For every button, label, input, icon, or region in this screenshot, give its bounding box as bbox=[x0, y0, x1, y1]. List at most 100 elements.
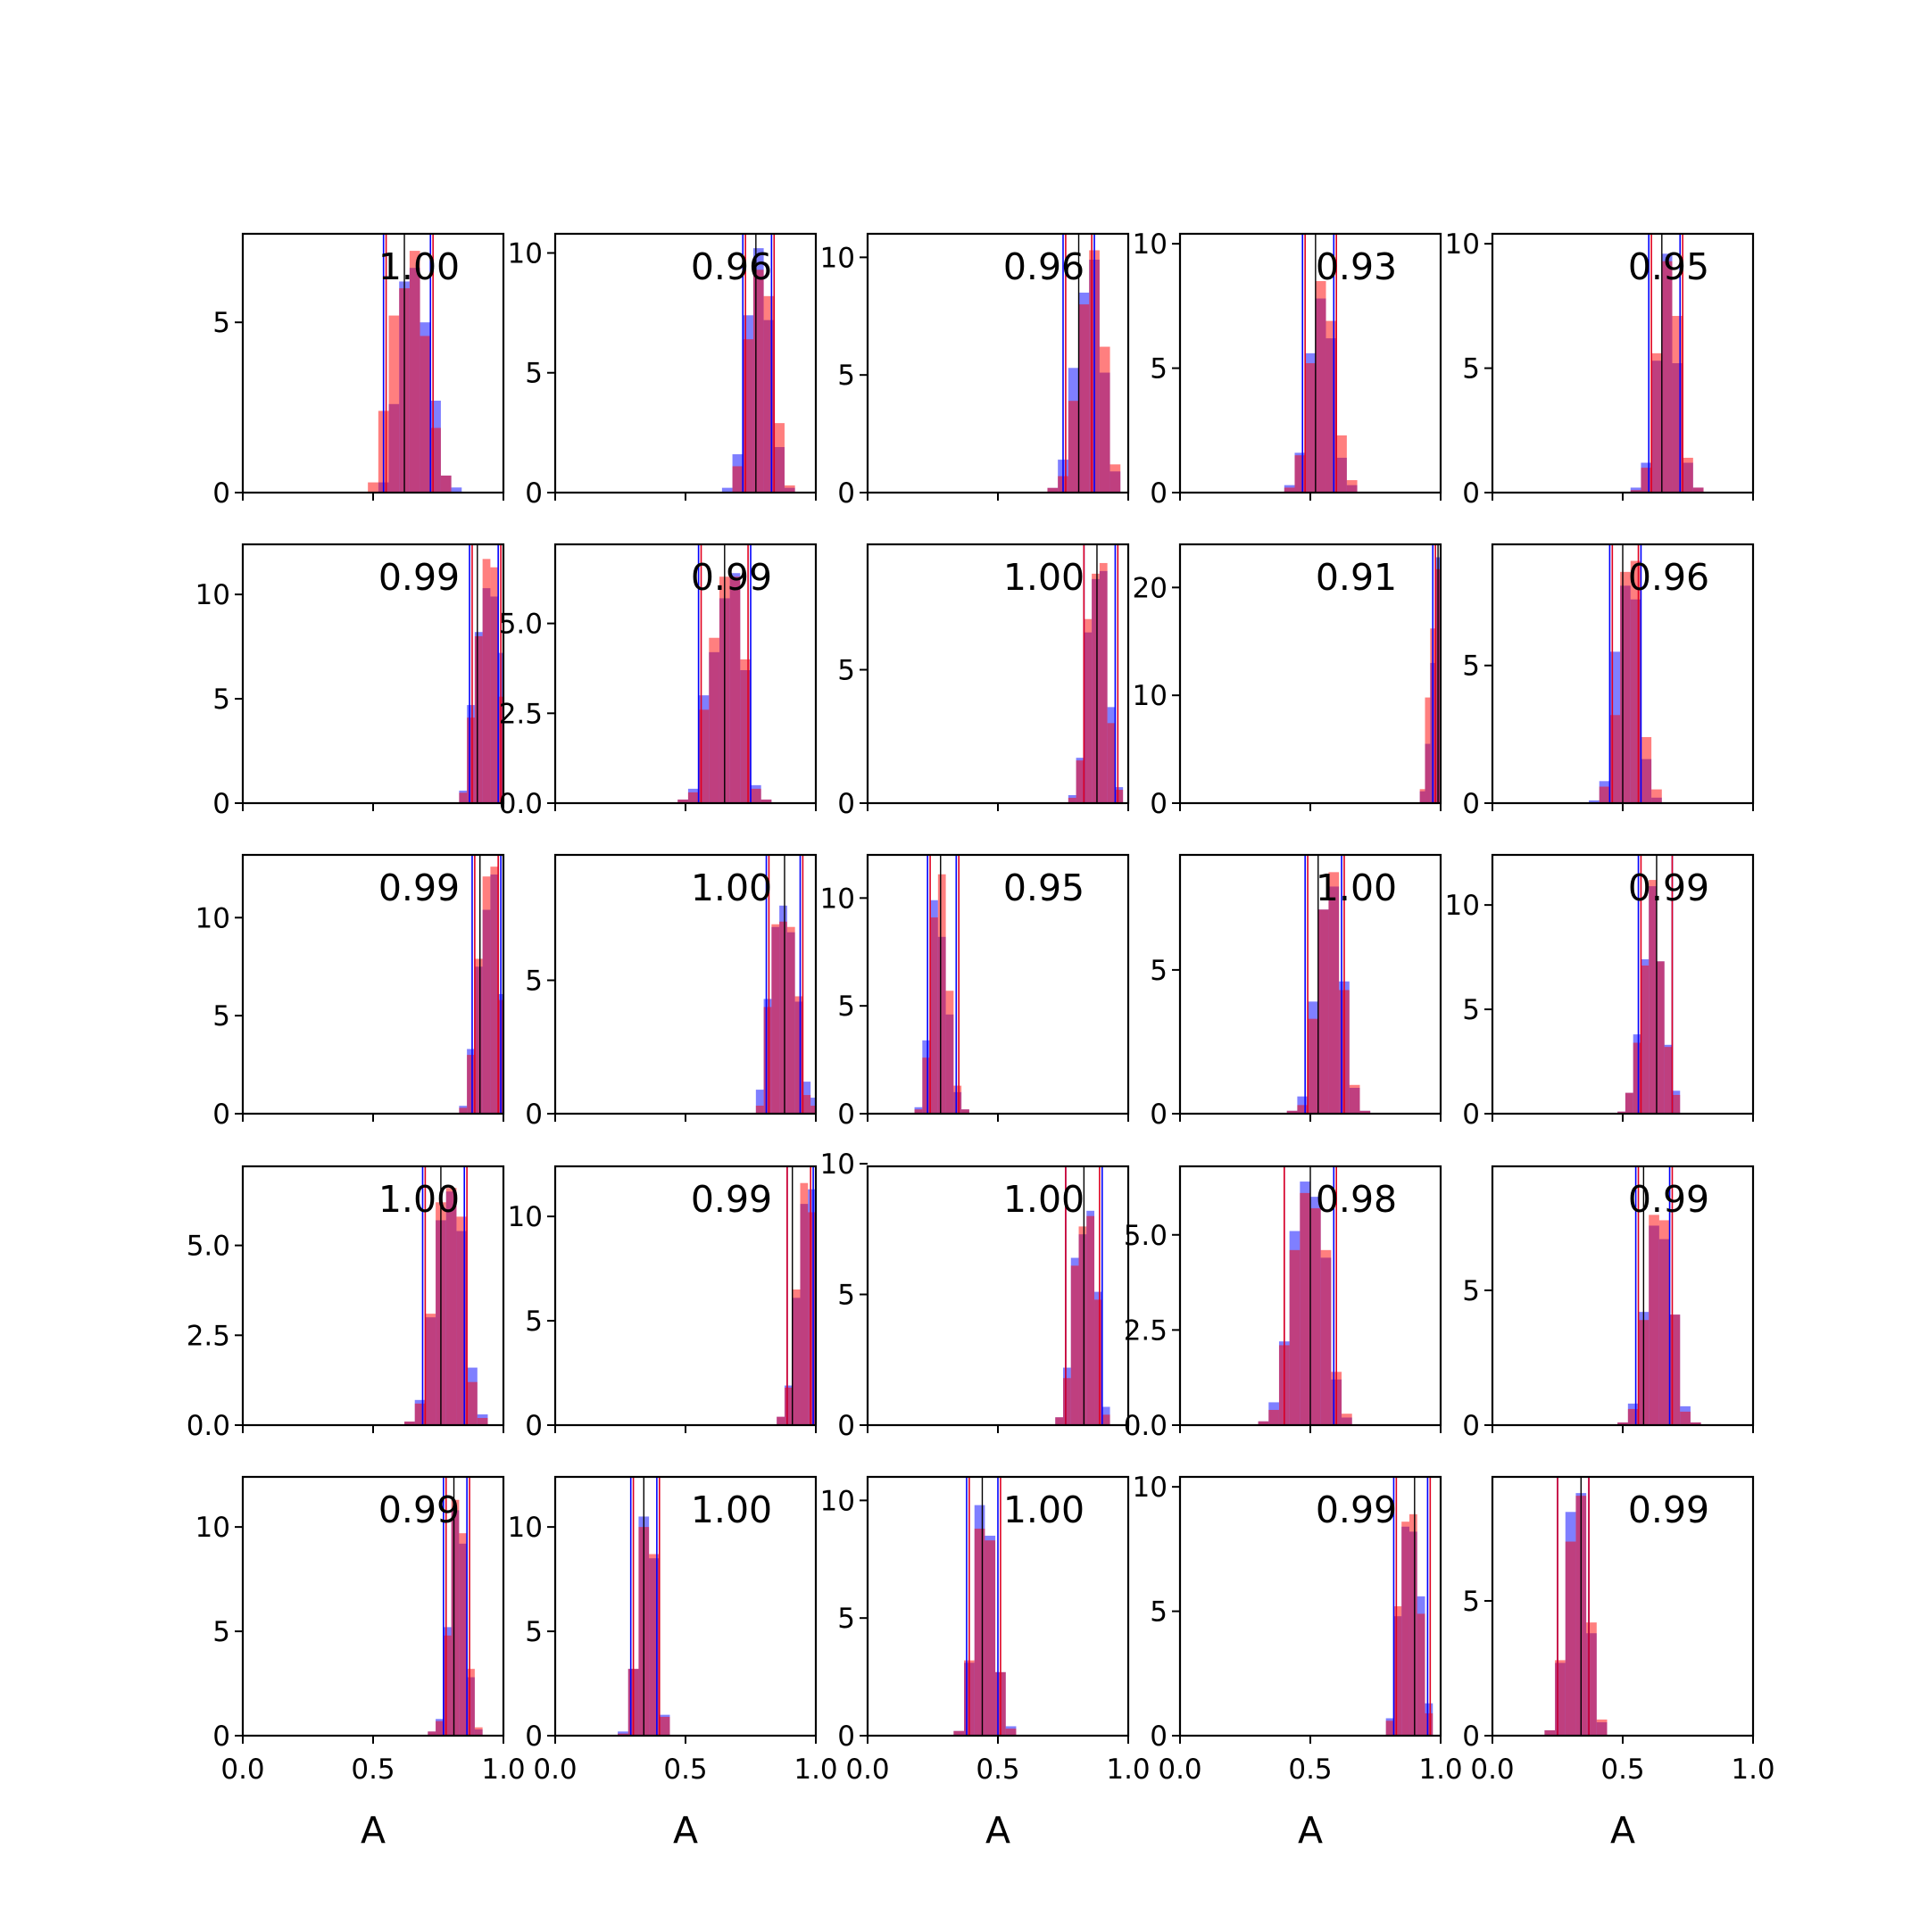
annotation-value: 1.00 bbox=[1003, 1488, 1084, 1531]
annotation-value: 0.99 bbox=[691, 556, 772, 599]
y-tick-label: 0 bbox=[1462, 1721, 1480, 1753]
hist-bar-red bbox=[760, 799, 772, 803]
y-tick-label: 5 bbox=[212, 1616, 230, 1648]
hist-bar-red bbox=[1359, 1110, 1371, 1114]
hist-bar-red bbox=[1596, 1719, 1608, 1736]
hist-bar-red bbox=[974, 1529, 985, 1736]
subplot-r3-c0: 0.0 2.5 5.0 1.00 bbox=[187, 1165, 505, 1442]
hist-bar-red bbox=[459, 1107, 468, 1114]
hist-bar-red bbox=[937, 874, 946, 1114]
hist-bar-red bbox=[740, 659, 751, 803]
y-tick-label: 0.0 bbox=[1124, 1410, 1168, 1442]
y-tick-label: 5 bbox=[837, 991, 855, 1023]
hist-bar-red bbox=[618, 1733, 628, 1736]
hist-bar-red bbox=[459, 792, 468, 803]
hist-bar-red bbox=[698, 709, 710, 803]
hist-bar-red bbox=[1586, 1622, 1597, 1736]
subplot-r4-c2: 0 5 10 0.0 0.5 1.0 A 1.00 bbox=[820, 1475, 1151, 1852]
y-tick-label: 0 bbox=[212, 477, 230, 510]
annotation-value: 0.99 bbox=[378, 866, 460, 909]
annotation-value: 1.00 bbox=[1003, 1178, 1084, 1221]
hist-bar-red bbox=[1068, 798, 1076, 803]
hist-bar-red bbox=[763, 295, 775, 493]
hist-bar-red bbox=[1656, 961, 1665, 1114]
hist-bar-red bbox=[1286, 1110, 1298, 1114]
hist-bar-red bbox=[914, 1109, 923, 1114]
hist-bar-red bbox=[1078, 1226, 1087, 1425]
axes-frame bbox=[1491, 232, 1755, 494]
hist-bar-red bbox=[1310, 1207, 1321, 1425]
y-tick-label: 5 bbox=[1462, 1586, 1480, 1618]
x-tick-label: 1.0 bbox=[1418, 1754, 1462, 1786]
hist-bar-red bbox=[1092, 573, 1100, 803]
hist-bar-red bbox=[802, 1095, 811, 1114]
hist-bar-red bbox=[1078, 304, 1090, 493]
hist-bar-red bbox=[1107, 723, 1116, 803]
x-tick-label: 0.5 bbox=[663, 1754, 707, 1786]
y-tick-label: 10 bbox=[195, 1512, 230, 1544]
y-tick-label: 10 bbox=[508, 1512, 543, 1544]
hist-bar-red bbox=[443, 1635, 452, 1736]
hist-bar-red bbox=[1305, 363, 1316, 493]
y-tick-label: 5 bbox=[212, 684, 230, 716]
hist-bar-red bbox=[1297, 1105, 1309, 1114]
annotation-value: 0.99 bbox=[691, 1178, 772, 1221]
y-tick-label: 0 bbox=[212, 1099, 230, 1131]
hist-bar-red bbox=[425, 1314, 436, 1425]
y-tick-label: 0 bbox=[525, 1410, 543, 1442]
subplot-r3-c1: 0 5 10 0.99 bbox=[508, 1165, 818, 1442]
y-tick-label: 10 bbox=[820, 1148, 855, 1181]
y-tick-label: 5.0 bbox=[1124, 1220, 1168, 1252]
annotation-value: 0.91 bbox=[1316, 556, 1397, 599]
hist-bar-red bbox=[445, 1188, 457, 1425]
hist-bar-red bbox=[1328, 872, 1340, 1114]
annotation-value: 1.00 bbox=[691, 1488, 772, 1531]
hist-bar-red bbox=[1555, 1660, 1566, 1736]
hist-bar-red bbox=[428, 1731, 436, 1736]
y-tick-label: 5 bbox=[837, 1603, 855, 1635]
hist-bar-red bbox=[810, 1106, 816, 1114]
axes-frame bbox=[241, 543, 505, 805]
subplot-r4-c0: 0 5 10 0.0 0.5 1.0 A 0.99 bbox=[195, 1475, 526, 1852]
axes-frame bbox=[1491, 853, 1755, 1115]
hist-bar-red bbox=[930, 917, 938, 1114]
hist-bar-red bbox=[1672, 1094, 1681, 1114]
hist-bar-red bbox=[1417, 1613, 1425, 1736]
hist-bar-red bbox=[1625, 1092, 1633, 1114]
hist-bar-red bbox=[1692, 487, 1704, 493]
x-tick-label: 1.0 bbox=[481, 1754, 525, 1786]
annotation-value: 1.00 bbox=[691, 866, 772, 909]
hist-bar-red bbox=[808, 1212, 816, 1425]
hist-bar-red bbox=[1690, 1422, 1701, 1425]
hist-bar-red bbox=[1672, 316, 1683, 493]
hist-bar-red bbox=[1661, 261, 1673, 493]
x-tick-label: 0.0 bbox=[1158, 1754, 1201, 1786]
hist-bar-red bbox=[961, 1109, 969, 1114]
hist-bar-red bbox=[456, 1216, 468, 1425]
hist-bar-red bbox=[1099, 346, 1110, 493]
hist-bar-red bbox=[786, 926, 795, 1114]
hist-bar-red bbox=[649, 1554, 660, 1736]
y-tick-label: 10 bbox=[1445, 228, 1480, 261]
hist-bar-red bbox=[420, 336, 431, 493]
subplot-r2-c4: 0 5 10 0.99 bbox=[1445, 853, 1755, 1131]
annotation-value: 0.99 bbox=[1316, 1488, 1397, 1531]
y-tick-label: 2.5 bbox=[187, 1320, 230, 1352]
hist-bar-red bbox=[482, 559, 491, 803]
hist-bar-red bbox=[1641, 468, 1652, 493]
hist-bar-red bbox=[409, 251, 420, 493]
x-tick-label: 1.0 bbox=[1731, 1754, 1774, 1786]
axes-frame bbox=[1178, 543, 1442, 805]
x-tick-label: 0.5 bbox=[976, 1754, 1019, 1786]
hist-bar-red bbox=[404, 1421, 415, 1425]
hist-bar-red bbox=[1076, 760, 1084, 803]
hist-bar-blue bbox=[755, 1090, 764, 1114]
y-tick-label: 0 bbox=[1150, 1099, 1168, 1131]
hist-bar-red bbox=[1425, 1712, 1434, 1736]
hist-bar-red bbox=[1641, 965, 1650, 1114]
x-axis-label: A bbox=[985, 1809, 1010, 1852]
x-tick-label: 1.0 bbox=[1106, 1754, 1150, 1786]
hist-bar-red bbox=[1055, 1417, 1063, 1425]
hist-bar-red bbox=[1617, 1111, 1625, 1114]
hist-bar-red bbox=[414, 1403, 426, 1425]
